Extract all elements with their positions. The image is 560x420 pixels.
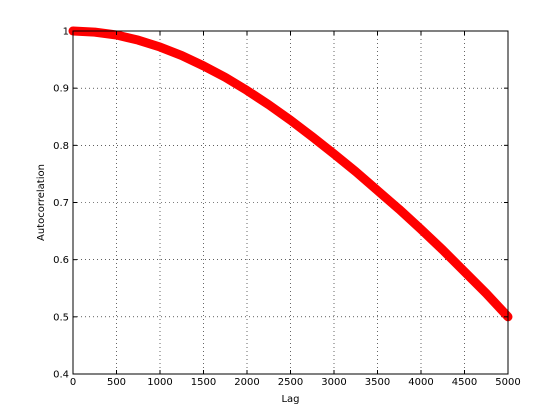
x-tick-label: 0 xyxy=(70,377,76,388)
y-tick-label: 0.6 xyxy=(53,255,69,266)
x-tick-label: 2500 xyxy=(278,377,303,388)
x-tick-label: 500 xyxy=(107,377,126,388)
series-line xyxy=(68,26,513,322)
y-tick-label: 1 xyxy=(63,27,69,38)
y-tick-label: 0.4 xyxy=(53,370,69,381)
plot-area xyxy=(73,31,508,374)
x-tick-label: 3500 xyxy=(365,377,390,388)
x-tick-label: 2000 xyxy=(234,377,259,388)
x-tick-label: 5000 xyxy=(495,377,520,388)
y-tick-label: 0.7 xyxy=(53,198,69,209)
x-tick-label: 1500 xyxy=(191,377,216,388)
x-tick-label: 3000 xyxy=(321,377,346,388)
y-tick-label: 0.8 xyxy=(53,141,69,152)
y-axis-label: Autocorrelation xyxy=(36,164,47,241)
x-tick-label: 1000 xyxy=(147,377,172,388)
x-tick-label: 4500 xyxy=(452,377,477,388)
x-tick-label: 4000 xyxy=(408,377,433,388)
y-tick-label: 0.5 xyxy=(53,312,69,323)
y-tick-label: 0.9 xyxy=(53,84,69,95)
x-axis-label: Lag xyxy=(281,394,299,405)
